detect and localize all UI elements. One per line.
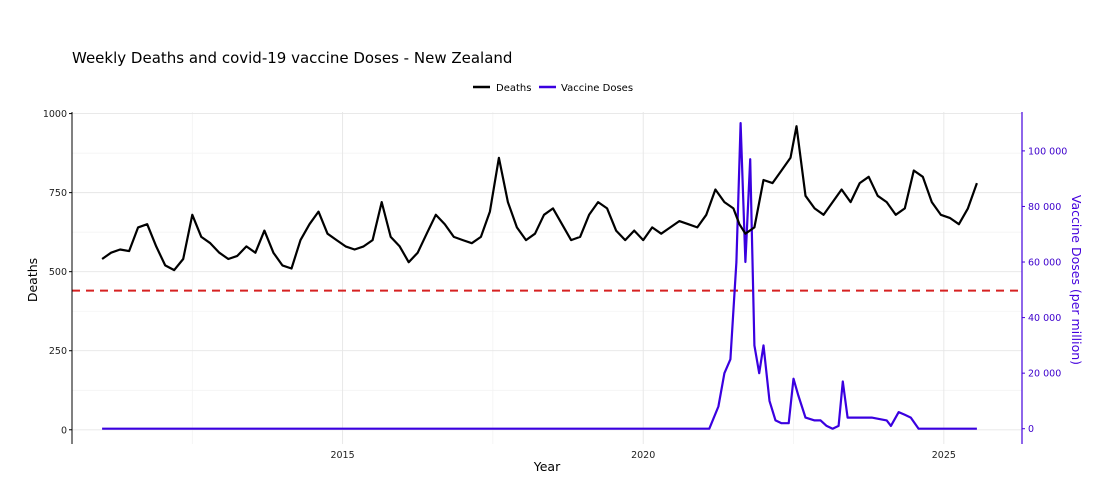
y2-tick-label-3: 60 000 <box>1028 258 1061 269</box>
series-line-vaccine-doses <box>102 121 977 430</box>
y2-tick-label-1: 20 000 <box>1028 369 1061 380</box>
grid-lines <box>72 112 1022 444</box>
y2-axis-title: Vaccine Doses (per million) <box>1069 195 1084 365</box>
x-axis-title: Year <box>533 459 561 474</box>
series-layer <box>101 121 978 430</box>
legend: Deaths Vaccine Doses <box>473 83 633 94</box>
y-tick-label-0: 0 <box>61 425 67 436</box>
y-tick-label-2: 500 <box>49 267 67 278</box>
y-tick-label-4: 1000 <box>43 109 67 120</box>
legend-label-deaths: Deaths <box>496 83 531 94</box>
x-tick-label-1: 2020 <box>631 450 655 461</box>
y-axis-title: Deaths <box>25 258 40 302</box>
y-tick-label-3: 750 <box>49 188 67 199</box>
x-tick-label-2: 2025 <box>932 450 956 461</box>
series-line-deaths <box>101 125 978 272</box>
y2-tick-label-4: 80 000 <box>1028 202 1061 213</box>
y2-tick-label-0: 0 <box>1028 424 1034 435</box>
y-tick-label-1: 250 <box>49 346 67 357</box>
legend-label-vaccine-doses: Vaccine Doses <box>561 83 633 94</box>
y2-tick-label-2: 40 000 <box>1028 313 1061 324</box>
x-tick-label-0: 2015 <box>330 450 354 461</box>
y2-tick-label-5: 100 000 <box>1028 146 1067 157</box>
axes: 0 250 500 750 1000 0 20 000 40 000 60 000 80 000 1… <box>43 109 1067 461</box>
chart-title: Weekly Deaths and covid-19 vaccine Doses… <box>72 49 512 67</box>
